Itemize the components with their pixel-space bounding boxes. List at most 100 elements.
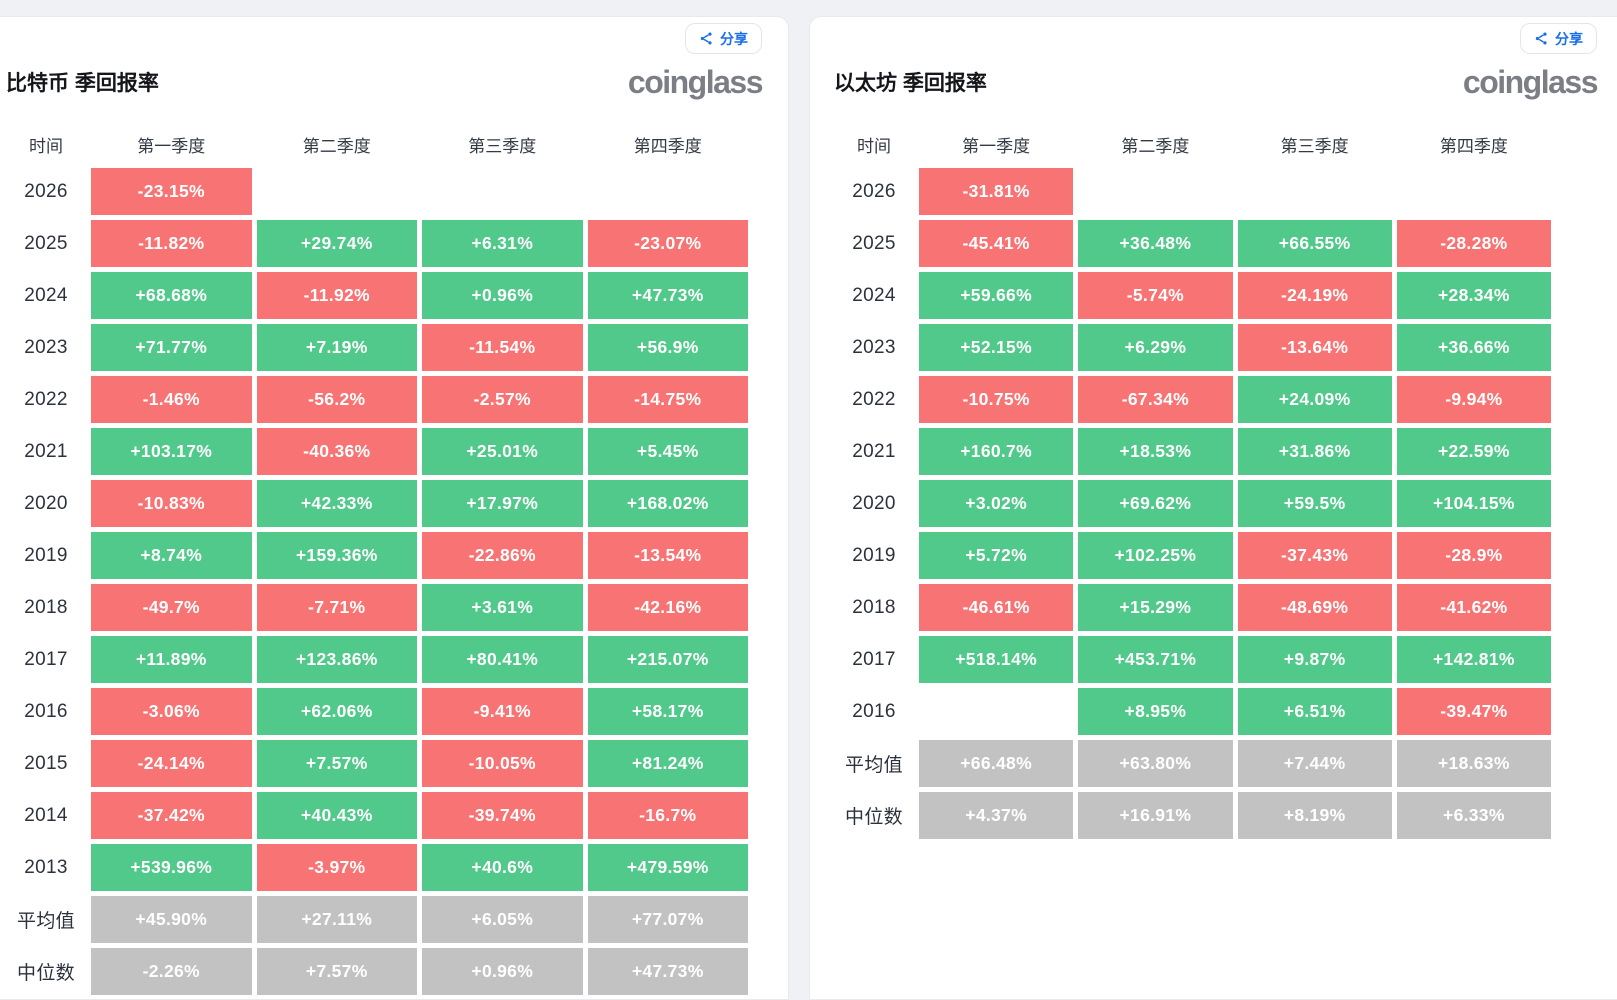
ethereum-panel: 分享 以太坊 季回报率 coinglass 时间 第一季度 第二季度 第三季度 第四季度… bbox=[809, 16, 1617, 1000]
share-button[interactable]: 分享 bbox=[1520, 23, 1597, 54]
table-row: 2022 -10.75% -67.34% +24.09% -9.94% bbox=[834, 376, 1551, 423]
return-cell: +5.45% bbox=[587, 428, 748, 475]
return-cell: -41.62% bbox=[1396, 584, 1551, 631]
return-cell: +31.86% bbox=[1237, 428, 1392, 475]
panel-header: 以太坊 季回报率 coinglass bbox=[834, 58, 1599, 106]
return-cell: -9.94% bbox=[1396, 376, 1551, 423]
panel-title: 以太坊 季回报率 bbox=[834, 72, 987, 95]
table-row: 2017 +518.14% +453.71% +9.87% +142.81% bbox=[834, 636, 1551, 683]
table-row: 2016 -3.06% +62.06% -9.41% +58.17% bbox=[6, 688, 748, 735]
row-label: 2025 bbox=[852, 232, 896, 254]
return-cell: -31.81% bbox=[919, 168, 1074, 215]
return-cell: +0.96% bbox=[422, 948, 583, 995]
return-cell: -39.47% bbox=[1396, 688, 1551, 735]
return-cell: -28.28% bbox=[1396, 220, 1551, 267]
row-label: 2023 bbox=[852, 336, 896, 358]
share-row: 分享 bbox=[6, 23, 762, 54]
return-cell: -39.74% bbox=[422, 792, 583, 839]
return-cell: +36.66% bbox=[1396, 324, 1551, 371]
row-label: 2026 bbox=[24, 180, 68, 202]
table-row: 平均值 +66.48% +63.80% +7.44% +18.63% bbox=[834, 740, 1551, 787]
row-label: 2022 bbox=[852, 388, 896, 410]
return-cell: +56.9% bbox=[587, 324, 748, 371]
empty-cell bbox=[1397, 168, 1551, 215]
row-label: 2013 bbox=[24, 856, 68, 878]
return-cell: +68.68% bbox=[91, 272, 252, 319]
return-cell: +66.55% bbox=[1237, 220, 1392, 267]
return-cell: +27.11% bbox=[256, 896, 417, 943]
return-cell: -67.34% bbox=[1078, 376, 1233, 423]
return-cell: +63.80% bbox=[1078, 740, 1233, 787]
return-cell: +69.62% bbox=[1078, 480, 1233, 527]
quarter-returns-table: 时间 第一季度 第二季度 第三季度 第四季度 2026 -23.15% 2025 -11.82… bbox=[6, 122, 748, 995]
empty-cell bbox=[422, 168, 583, 215]
return-cell: +40.43% bbox=[256, 792, 417, 839]
table-row: 2018 -46.61% +15.29% -48.69% -41.62% bbox=[834, 584, 1551, 631]
table-body: 2026 -31.81% 2025 -45.41% +36.48% +66.55% -28.… bbox=[834, 168, 1551, 839]
return-cell: -24.19% bbox=[1237, 272, 1392, 319]
return-cell: -2.26% bbox=[91, 948, 252, 995]
return-cell: -40.36% bbox=[256, 428, 417, 475]
return-cell: +29.74% bbox=[256, 220, 417, 267]
return-cell: +215.07% bbox=[587, 636, 748, 683]
return-cell: -49.7% bbox=[91, 584, 252, 631]
column-header: 第三季度 bbox=[1280, 136, 1349, 156]
row-label: 中位数 bbox=[845, 807, 903, 828]
table-row: 2019 +8.74% +159.36% -22.86% -13.54% bbox=[6, 532, 748, 579]
row-label: 2016 bbox=[852, 700, 896, 722]
return-cell: +539.96% bbox=[91, 844, 252, 891]
row-label: 2015 bbox=[24, 752, 68, 774]
table-header-row: 时间 第一季度 第二季度 第三季度 第四季度 bbox=[834, 122, 1551, 166]
return-cell: +77.07% bbox=[587, 896, 748, 943]
return-cell: +104.15% bbox=[1396, 480, 1551, 527]
return-cell: -46.61% bbox=[919, 584, 1074, 631]
return-cell: +6.31% bbox=[422, 220, 583, 267]
table-row: 2020 +3.02% +69.62% +59.5% +104.15% bbox=[834, 480, 1551, 527]
return-cell: -23.15% bbox=[91, 168, 252, 215]
row-label: 2022 bbox=[24, 388, 68, 410]
return-cell: -24.14% bbox=[91, 740, 252, 787]
panel-title: 比特币 季回报率 bbox=[6, 72, 159, 95]
table-row: 2023 +71.77% +7.19% -11.54% +56.9% bbox=[6, 324, 748, 371]
return-cell: +16.91% bbox=[1078, 792, 1233, 839]
return-cell: +59.66% bbox=[919, 272, 1074, 319]
table-row: 2023 +52.15% +6.29% -13.64% +36.66% bbox=[834, 324, 1551, 371]
share-icon bbox=[1534, 31, 1549, 46]
return-cell: +5.72% bbox=[919, 532, 1074, 579]
return-cell: +8.19% bbox=[1237, 792, 1392, 839]
row-label: 2014 bbox=[24, 804, 68, 826]
return-cell: +6.05% bbox=[422, 896, 583, 943]
table-header-row: 时间 第一季度 第二季度 第三季度 第四季度 bbox=[6, 122, 748, 166]
column-header-time: 时间 bbox=[857, 136, 891, 156]
return-cell: +7.57% bbox=[256, 948, 417, 995]
share-button[interactable]: 分享 bbox=[685, 23, 762, 54]
row-label: 2026 bbox=[852, 180, 896, 202]
row-label: 2016 bbox=[24, 700, 68, 722]
column-header: 第一季度 bbox=[137, 136, 206, 156]
return-cell: +62.06% bbox=[256, 688, 417, 735]
return-cell: +40.6% bbox=[422, 844, 583, 891]
table-row: 2022 -1.46% -56.2% -2.57% -14.75% bbox=[6, 376, 748, 423]
return-cell: -23.07% bbox=[587, 220, 748, 267]
table-row: 2026 -31.81% bbox=[834, 168, 1551, 215]
share-row: 分享 bbox=[834, 23, 1597, 54]
return-cell: +7.57% bbox=[256, 740, 417, 787]
return-cell: +0.96% bbox=[422, 272, 583, 319]
return-cell: -42.16% bbox=[587, 584, 748, 631]
row-label: 2018 bbox=[852, 596, 896, 618]
row-label: 平均值 bbox=[17, 911, 75, 932]
return-cell: -14.75% bbox=[587, 376, 748, 423]
return-cell: -3.97% bbox=[256, 844, 417, 891]
empty-cell bbox=[257, 168, 418, 215]
return-cell: +8.95% bbox=[1078, 688, 1233, 735]
table-row: 平均值 +45.90% +27.11% +6.05% +77.07% bbox=[6, 896, 748, 943]
row-label: 2017 bbox=[852, 648, 896, 670]
return-cell: +80.41% bbox=[422, 636, 583, 683]
column-header: 第四季度 bbox=[633, 136, 702, 156]
column-header-time: 时间 bbox=[29, 136, 63, 156]
table-row: 2018 -49.7% -7.71% +3.61% -42.16% bbox=[6, 584, 748, 631]
return-cell: -37.43% bbox=[1237, 532, 1392, 579]
return-cell: +102.25% bbox=[1078, 532, 1233, 579]
return-cell: -11.92% bbox=[256, 272, 417, 319]
